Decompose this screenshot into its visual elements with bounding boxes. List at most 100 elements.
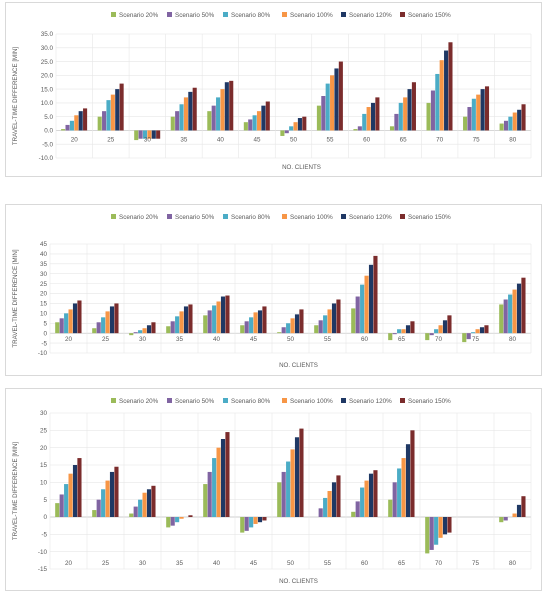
bar <box>479 327 485 334</box>
y-axis-title: TRAVEL-TIME DIFFERENCE [MIN] <box>12 47 19 145</box>
bar <box>277 482 282 517</box>
bar <box>138 130 143 139</box>
bar <box>74 115 79 131</box>
bar <box>175 517 180 523</box>
y-tick-label: 0 <box>43 330 47 337</box>
x-tick-label: 20 <box>71 136 79 143</box>
bar <box>499 517 504 523</box>
y-tick-label: 5 <box>43 497 47 504</box>
bar <box>336 299 341 334</box>
bar <box>129 333 134 336</box>
x-tick-label: 30 <box>139 336 147 343</box>
bar <box>357 126 362 131</box>
bar <box>508 116 513 131</box>
bar <box>265 101 270 131</box>
bar <box>425 517 430 554</box>
chart-1-svg: Scenario 20% Scenario 50% Scenario 80% Scen… <box>12 12 532 171</box>
legend: Scenario 20% Scenario 50% Scenario 80% Scen… <box>111 398 451 405</box>
bar <box>170 517 175 526</box>
legend-swatch <box>167 398 172 403</box>
x-tick-label: 50 <box>290 136 298 143</box>
x-tick-label: 60 <box>361 336 369 343</box>
x-tick-label: 25 <box>102 336 110 343</box>
bar <box>146 489 152 517</box>
bar <box>463 116 468 131</box>
bar <box>471 332 476 334</box>
bar <box>114 466 119 517</box>
bar <box>411 82 416 131</box>
y-tick-label: 30 <box>40 271 48 278</box>
legend-label: Scenario 80% <box>231 12 271 19</box>
y-tick-label: 45 <box>40 241 48 248</box>
y-tick-label: 30.0 <box>41 45 54 52</box>
bar <box>220 296 226 334</box>
bar <box>170 321 175 334</box>
bar <box>252 115 257 131</box>
y-tick-label: -10 <box>38 549 48 556</box>
bar <box>466 333 471 340</box>
bar <box>105 480 110 517</box>
y-tick-label: -5 <box>41 340 47 347</box>
bar <box>302 116 307 131</box>
y-tick-label: -5.0 <box>42 141 53 148</box>
bar <box>61 129 66 131</box>
x-tick-label: 55 <box>324 336 332 343</box>
bar <box>290 318 295 334</box>
bar <box>499 123 504 131</box>
legend-label: Scenario 120% <box>349 12 392 19</box>
y-ticks: -10 -5 0 5 10 15 20 25 30 35 40 45 <box>38 241 48 357</box>
x-tick-label: 20 <box>65 336 73 343</box>
bar <box>262 306 267 334</box>
y-tick-label: 0 <box>43 514 47 521</box>
bar <box>244 517 249 531</box>
bars <box>55 255 526 343</box>
bar <box>426 102 431 131</box>
bar <box>334 68 339 131</box>
bar <box>96 322 101 334</box>
y-tick-label: 40 <box>40 251 48 258</box>
bar <box>105 311 110 334</box>
bar <box>72 303 78 334</box>
bar <box>225 432 230 517</box>
bar <box>289 126 294 131</box>
x-tick-label: 30 <box>144 136 152 143</box>
legend-swatch <box>400 12 405 17</box>
bar <box>211 105 216 131</box>
bar <box>183 306 189 334</box>
bar <box>64 313 69 334</box>
x-tick-label: 55 <box>327 136 335 143</box>
bar <box>133 332 138 334</box>
bar <box>253 517 258 524</box>
bar <box>362 113 367 131</box>
bar <box>179 517 184 519</box>
legend-swatch <box>223 214 228 219</box>
y-tick-label: 20 <box>40 445 48 452</box>
x-tick-label: 30 <box>139 560 147 567</box>
legend-swatch <box>282 214 287 219</box>
x-tick-labels: 20 25 30 35 40 45 50 55 60 65 70 75 80 <box>65 336 517 343</box>
bar <box>392 482 397 517</box>
x-tick-label: 75 <box>472 560 480 567</box>
bar <box>323 497 328 517</box>
chart-panel-2: Scenario 20% Scenario 50% Scenario 80% Scen… <box>5 204 542 376</box>
y-tick-label: 35.0 <box>41 31 54 38</box>
bar <box>429 333 434 336</box>
legend: Scenario 20% Scenario 50% Scenario 80% Scen… <box>111 214 451 221</box>
bar <box>188 91 193 131</box>
y-ticks: -10.0 -5.0 0.0 5.0 10.0 15.0 20.0 25.0 30.0 35.0 <box>39 31 54 162</box>
bar <box>410 321 415 334</box>
y-tick-label: 15 <box>40 301 48 308</box>
bar <box>101 489 106 517</box>
x-tick-label: 20 <box>65 560 73 567</box>
legend-label: Scenario 20% <box>119 12 159 19</box>
bar <box>64 484 69 517</box>
bar <box>388 499 393 517</box>
bar <box>203 315 208 334</box>
bar <box>220 439 226 517</box>
bar <box>109 471 115 517</box>
bar <box>401 458 406 517</box>
bar <box>240 325 245 334</box>
bar <box>68 309 73 334</box>
bar <box>435 73 440 131</box>
bar <box>220 89 225 131</box>
